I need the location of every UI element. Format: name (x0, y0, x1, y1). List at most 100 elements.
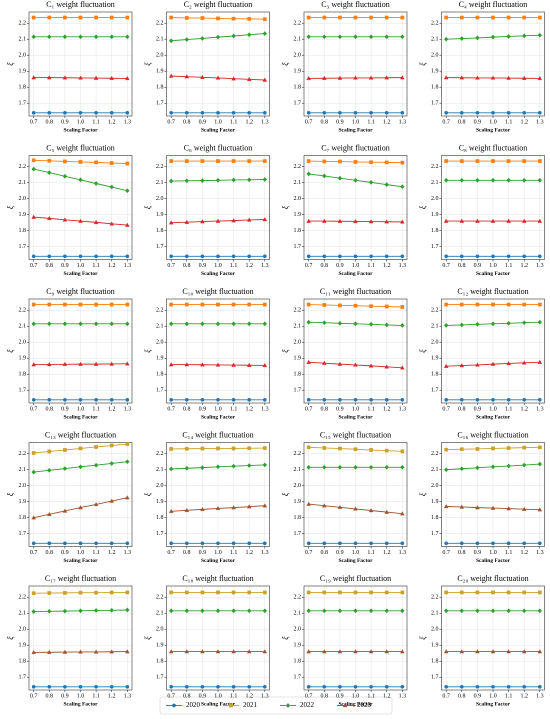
marker (262, 684, 267, 689)
chart-title: C₂₀ weight fluctuation (457, 574, 528, 583)
x-tick-label: 0.8 (321, 119, 329, 125)
marker (78, 361, 83, 366)
marker (62, 361, 68, 366)
marker (215, 649, 221, 654)
x-tick-label: 1.0 (77, 406, 85, 412)
marker (475, 397, 480, 402)
x-tick-label: 1.3 (261, 406, 269, 412)
marker (353, 447, 358, 452)
marker (306, 501, 311, 506)
y-axis-label: ξ (418, 205, 427, 209)
marker (31, 451, 36, 455)
marker (443, 177, 449, 183)
y-tick-label: 2.1 (431, 611, 439, 617)
marker (475, 608, 480, 614)
y-tick-label: 2.1 (156, 611, 164, 617)
y-tick-label: 1.8 (156, 228, 164, 234)
y-tick-label: 2.2 (156, 308, 164, 314)
marker (247, 684, 252, 689)
marker (200, 159, 205, 163)
y-tick-label: 1.9 (431, 212, 439, 218)
y-tick-label: 2.2 (431, 451, 439, 457)
marker (522, 684, 527, 689)
marker (506, 446, 511, 450)
x-tick-label: 1.2 (245, 406, 253, 412)
marker (369, 15, 373, 20)
marker (506, 320, 511, 326)
marker (109, 254, 114, 259)
marker (522, 541, 527, 546)
marker (506, 254, 511, 259)
marker (200, 178, 205, 184)
x-tick-label: 0.8 (46, 119, 54, 125)
marker (306, 15, 311, 20)
x-tick-label: 1.3 (261, 263, 269, 269)
x-tick-label: 0.8 (183, 693, 191, 699)
marker (247, 110, 252, 115)
marker (459, 218, 465, 223)
marker (63, 302, 67, 307)
marker (125, 110, 130, 115)
y-tick-label: 1.8 (431, 228, 439, 234)
plot-frame (441, 11, 545, 117)
x-tick-label: 1.1 (230, 406, 238, 412)
x-axis-label: Scaling Factor (338, 271, 373, 277)
marker (31, 34, 36, 40)
marker (93, 181, 99, 186)
marker (200, 254, 205, 259)
y-axis-label: ξ (418, 349, 427, 353)
marker (475, 35, 480, 41)
marker (125, 15, 130, 20)
marker (31, 397, 36, 402)
y-tick-label: 1.7 (294, 531, 302, 537)
y-tick-label: 2.1 (294, 324, 302, 330)
marker (537, 608, 543, 614)
y-tick-label: 1.9 (294, 356, 302, 362)
marker (247, 321, 252, 327)
marker (537, 397, 542, 402)
marker (94, 541, 98, 546)
marker (125, 75, 130, 81)
y-axis-label: ξ (6, 492, 15, 496)
plot-frame (28, 298, 133, 404)
y-tick-label: 2.2 (431, 21, 439, 27)
marker (47, 34, 52, 40)
marker (31, 609, 36, 615)
marker (353, 506, 358, 511)
marker (62, 649, 68, 654)
y-tick-label: 2.0 (294, 483, 302, 489)
y-tick-label: 1.9 (294, 643, 302, 649)
chart-title: C₁₃ weight fluctuation (45, 430, 116, 439)
x-tick-label: 0.8 (458, 263, 466, 269)
marker (109, 461, 114, 466)
x-tick-label: 1.1 (92, 119, 100, 125)
y-tick-label: 1.9 (19, 356, 27, 362)
marker (338, 541, 342, 546)
chart-title: C₅ weight fluctuation (46, 143, 115, 152)
marker (125, 607, 130, 613)
y-tick-label: 1.8 (19, 85, 27, 91)
legend-box (159, 696, 393, 715)
marker (353, 110, 358, 115)
marker (78, 397, 83, 402)
y-tick-label: 1.7 (294, 101, 302, 107)
x-tick-label: 1.0 (77, 550, 85, 556)
x-tick-label: 0.7 (305, 550, 313, 556)
x-tick-label: 0.7 (30, 119, 38, 125)
x-tick-label: 1.1 (92, 693, 100, 699)
x-axis-label: Scaling Factor (201, 127, 236, 133)
marker (262, 110, 267, 115)
marker (246, 76, 252, 82)
marker (231, 505, 236, 510)
x-tick-label: 1.2 (520, 406, 528, 412)
marker (262, 321, 268, 327)
y-tick-label: 2.0 (294, 196, 302, 202)
marker (200, 608, 205, 614)
marker (522, 608, 527, 614)
marker (443, 218, 449, 223)
chart-title: C₁₀ weight fluctuation (182, 287, 253, 296)
marker (384, 34, 389, 40)
marker (384, 649, 389, 654)
marker (125, 321, 130, 327)
